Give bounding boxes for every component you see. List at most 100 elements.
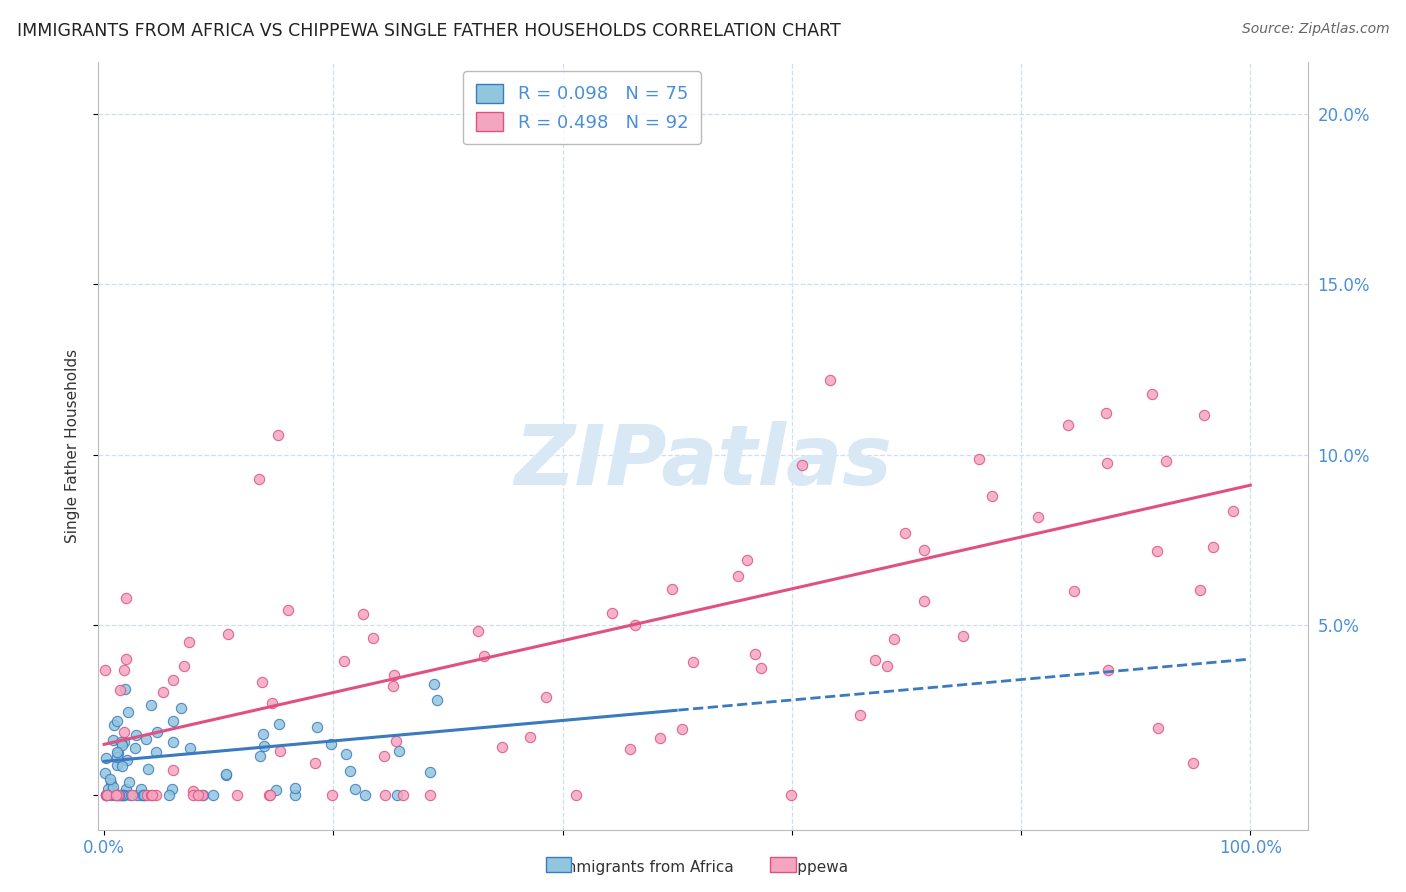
Point — [422, 677, 444, 691]
Point — [110, 683, 132, 698]
Point — [125, 728, 148, 742]
Y-axis label: Single Father Households: Single Father Households — [65, 349, 80, 543]
Point — [1156, 454, 1178, 468]
Point — [262, 696, 284, 710]
Point — [1026, 510, 1049, 524]
Point — [103, 780, 125, 794]
Point — [100, 783, 122, 797]
Point — [225, 789, 247, 803]
Point — [1097, 663, 1119, 677]
Point — [790, 458, 813, 473]
Point — [101, 733, 124, 747]
Point — [120, 789, 142, 803]
Point — [1147, 721, 1170, 735]
Point — [259, 789, 281, 803]
Point — [107, 789, 129, 803]
Point — [187, 789, 209, 803]
Point — [321, 789, 343, 803]
Point — [671, 722, 693, 736]
Point — [284, 789, 307, 803]
Point — [1192, 408, 1215, 422]
Point — [135, 731, 157, 746]
Point — [145, 789, 167, 803]
Point — [319, 737, 342, 751]
Point — [426, 692, 449, 706]
Point — [1063, 584, 1085, 599]
Point — [129, 789, 152, 803]
Point — [419, 764, 441, 779]
Point — [145, 724, 167, 739]
Point — [96, 789, 118, 803]
Point — [132, 789, 155, 803]
Legend: R = 0.098   N = 75, R = 0.498   N = 92: R = 0.098 N = 75, R = 0.498 N = 92 — [464, 71, 700, 145]
Point — [467, 624, 489, 638]
Point — [170, 701, 193, 715]
Point — [117, 706, 139, 720]
Text: ZIPatlas: ZIPatlas — [515, 421, 891, 502]
Point — [863, 653, 886, 667]
Point — [112, 735, 135, 749]
Point — [117, 775, 139, 789]
Point — [202, 789, 225, 803]
Point — [849, 708, 872, 723]
Point — [129, 781, 152, 796]
Point — [1095, 456, 1118, 470]
Point — [388, 744, 411, 758]
Point — [124, 741, 146, 756]
Point — [619, 742, 641, 756]
Point — [215, 767, 238, 781]
Point — [112, 789, 135, 803]
Point — [112, 789, 135, 803]
Point — [1146, 544, 1168, 558]
Point — [94, 766, 117, 780]
Point — [391, 789, 413, 803]
Point — [373, 749, 395, 764]
Point — [125, 789, 148, 803]
Point — [419, 789, 441, 803]
Point — [162, 735, 184, 749]
Point — [472, 648, 495, 663]
Point — [374, 789, 396, 803]
Point — [981, 489, 1004, 503]
Point — [727, 568, 749, 582]
Point — [157, 789, 180, 803]
Point — [110, 789, 132, 803]
Point — [335, 747, 357, 761]
Point — [361, 631, 384, 645]
Point — [179, 635, 201, 649]
Point — [600, 607, 623, 621]
Point — [267, 428, 290, 442]
Point — [967, 452, 990, 467]
Text: Source: ZipAtlas.com: Source: ZipAtlas.com — [1241, 22, 1389, 37]
Point — [111, 738, 134, 752]
Point — [105, 789, 128, 803]
Point — [139, 698, 162, 712]
Point — [682, 656, 704, 670]
Point — [650, 731, 672, 745]
Point — [534, 690, 557, 704]
Point — [152, 685, 174, 699]
Point — [876, 659, 898, 673]
Point — [744, 648, 766, 662]
Point — [181, 789, 204, 803]
Point — [352, 607, 374, 621]
Point — [183, 784, 205, 798]
Point — [111, 759, 134, 773]
Point — [1140, 386, 1163, 401]
Point — [912, 543, 935, 558]
Point — [162, 763, 184, 777]
Point — [267, 717, 290, 731]
Point — [661, 582, 683, 596]
Point — [354, 789, 377, 803]
Point — [103, 718, 125, 732]
Point — [339, 764, 361, 779]
Point — [141, 789, 163, 803]
Point — [136, 789, 159, 803]
Point — [104, 789, 127, 803]
Point — [952, 628, 974, 642]
Point — [94, 751, 117, 765]
Point — [217, 627, 239, 641]
Point — [96, 789, 118, 803]
Point — [110, 789, 132, 803]
Point — [1057, 418, 1080, 433]
